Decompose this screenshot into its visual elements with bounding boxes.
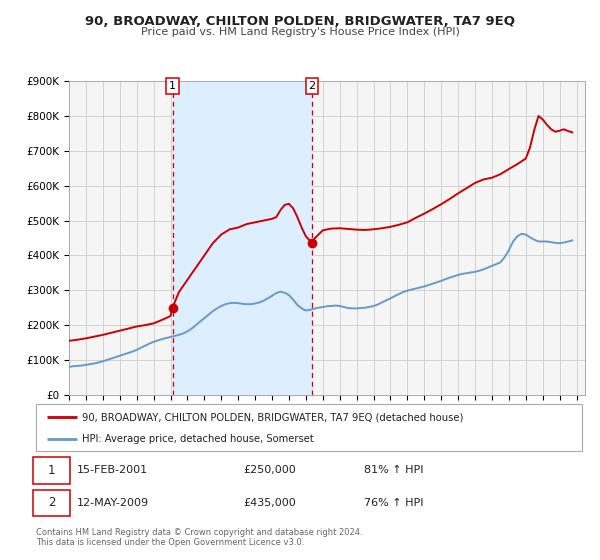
Text: Contains HM Land Registry data © Crown copyright and database right 2024.: Contains HM Land Registry data © Crown c… [36, 528, 362, 536]
Text: Price paid vs. HM Land Registry's House Price Index (HPI): Price paid vs. HM Land Registry's House … [140, 27, 460, 37]
Text: £435,000: £435,000 [244, 498, 296, 508]
FancyBboxPatch shape [33, 490, 70, 516]
Text: HPI: Average price, detached house, Somerset: HPI: Average price, detached house, Some… [82, 434, 314, 444]
Text: 90, BROADWAY, CHILTON POLDEN, BRIDGWATER, TA7 9EQ: 90, BROADWAY, CHILTON POLDEN, BRIDGWATER… [85, 15, 515, 27]
Text: 15-FEB-2001: 15-FEB-2001 [77, 465, 148, 475]
Bar [173, 81, 312, 395]
Text: 12-MAY-2009: 12-MAY-2009 [77, 498, 149, 508]
Text: £250,000: £250,000 [244, 465, 296, 475]
Text: 2: 2 [308, 81, 316, 91]
Text: 2: 2 [48, 497, 56, 510]
Text: 81% ↑ HPI: 81% ↑ HPI [364, 465, 423, 475]
Text: 90, BROADWAY, CHILTON POLDEN, BRIDGWATER, TA7 9EQ (detached house): 90, BROADWAY, CHILTON POLDEN, BRIDGWATER… [82, 412, 464, 422]
Text: 1: 1 [48, 464, 56, 477]
Text: This data is licensed under the Open Government Licence v3.0.: This data is licensed under the Open Gov… [36, 538, 304, 547]
FancyBboxPatch shape [36, 404, 582, 451]
FancyBboxPatch shape [33, 457, 70, 483]
Text: 1: 1 [169, 81, 176, 91]
Text: 76% ↑ HPI: 76% ↑ HPI [364, 498, 423, 508]
